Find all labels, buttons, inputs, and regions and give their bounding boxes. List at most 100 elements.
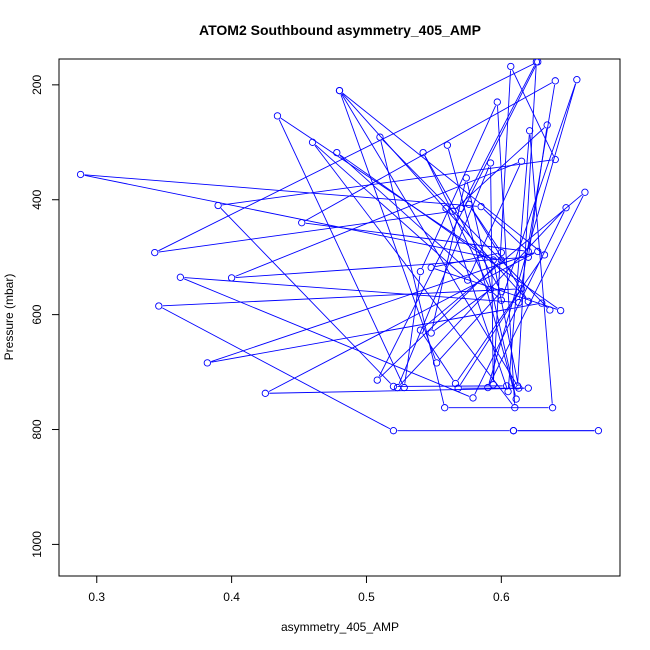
series-line-segment: [380, 140, 445, 404]
data-point: [509, 427, 518, 435]
series-line-segment: [211, 303, 538, 363]
data-point: [497, 248, 505, 257]
data-point: [441, 404, 449, 412]
data-point: [524, 384, 532, 392]
data-point: [465, 200, 473, 208]
plot-area-frame: [58, 58, 621, 577]
series-line-segment: [462, 65, 535, 206]
data-point: [151, 248, 159, 257]
y-axis-label: Pressure (mbar): [2, 274, 16, 361]
data-point: [517, 285, 526, 293]
data-point: [534, 247, 542, 256]
data-point: [489, 256, 497, 264]
data-point: [503, 382, 511, 390]
series-line-segment: [184, 277, 515, 303]
series-line-segment: [399, 210, 564, 385]
data-point: [155, 302, 163, 310]
y-tick-label: 600: [30, 304, 44, 324]
data-point: [376, 133, 384, 141]
series-line-segment: [446, 212, 508, 388]
x-tick-label: 0.4: [223, 590, 240, 604]
series-line-segment: [379, 262, 499, 378]
series-line-segment: [517, 65, 537, 382]
data-point: [540, 251, 549, 259]
series-line-segment: [466, 181, 516, 396]
series-line-segment: [342, 92, 542, 253]
y-tick-label: 1000: [30, 531, 44, 558]
series-layer: [76, 59, 603, 435]
series-line-segment: [382, 139, 548, 308]
series-line-segment: [507, 134, 530, 388]
data-point: [333, 148, 341, 157]
data-point: [546, 306, 554, 314]
series-line-segment: [431, 181, 466, 330]
data-point: [298, 219, 306, 227]
series-line-segment: [512, 69, 554, 157]
y-tick-label: 800: [30, 419, 44, 439]
data-point: [432, 359, 441, 367]
data-point: [449, 207, 457, 215]
series-line-segment: [222, 159, 552, 206]
series-line-segment: [340, 94, 436, 360]
data-point: [594, 427, 603, 435]
series-line-segment: [423, 194, 583, 328]
data-point: [416, 326, 425, 334]
data-point: [524, 253, 532, 261]
series-line-segment: [341, 93, 518, 385]
data-point: [524, 247, 532, 256]
data-point: [462, 174, 470, 182]
data-point: [477, 202, 485, 211]
series-line-segment: [158, 63, 535, 252]
series-line-segment: [278, 119, 403, 385]
series-line-segment: [434, 268, 558, 310]
series-line-segment: [339, 154, 558, 309]
data-point: [497, 287, 505, 296]
data-point: [515, 384, 523, 392]
data-point: [581, 188, 589, 196]
data-point: [214, 201, 222, 210]
data-point: [486, 285, 495, 294]
data-point: [419, 148, 427, 157]
data-point: [393, 383, 402, 392]
data-point: [427, 329, 435, 337]
series-line-segment: [268, 252, 535, 392]
series-line-segment: [434, 291, 488, 332]
series-line-segment: [447, 148, 516, 396]
x-axis-label: asymmetry_405_AMP: [281, 620, 399, 634]
data-point: [557, 306, 565, 315]
series-line-segment: [220, 208, 391, 384]
series-group: [76, 59, 603, 435]
series-line-segment: [162, 307, 391, 430]
series-line-segment: [397, 385, 503, 387]
data-point: [335, 86, 344, 95]
data-point: [443, 141, 452, 149]
y-tick-label: 200: [30, 75, 44, 95]
data-point: [457, 204, 465, 213]
series-line-segment: [315, 144, 465, 278]
series-line-segment: [404, 275, 421, 384]
data-point: [493, 98, 501, 106]
series-line-segment: [84, 174, 478, 207]
series-line-segment: [422, 333, 454, 381]
data-point: [451, 379, 460, 388]
series-line-segment: [470, 207, 527, 299]
data-point: [416, 267, 425, 276]
data-point: [484, 383, 492, 392]
data-point: [273, 112, 282, 120]
data-point: [442, 204, 450, 213]
data-point: [517, 157, 526, 165]
series-line-segment: [378, 65, 537, 377]
data-point: [227, 274, 236, 282]
series-line-segment: [455, 127, 545, 209]
data-point: [389, 427, 398, 435]
data-point: [543, 121, 551, 129]
series-line-segment: [435, 252, 498, 268]
series-line-segment: [339, 154, 499, 298]
series-line-segment: [470, 207, 500, 250]
data-point: [486, 159, 495, 167]
data-point: [562, 204, 570, 212]
series-line-segment: [235, 162, 519, 277]
data-point: [308, 138, 317, 146]
data-point: [507, 62, 515, 71]
series-line-segment: [474, 211, 565, 395]
